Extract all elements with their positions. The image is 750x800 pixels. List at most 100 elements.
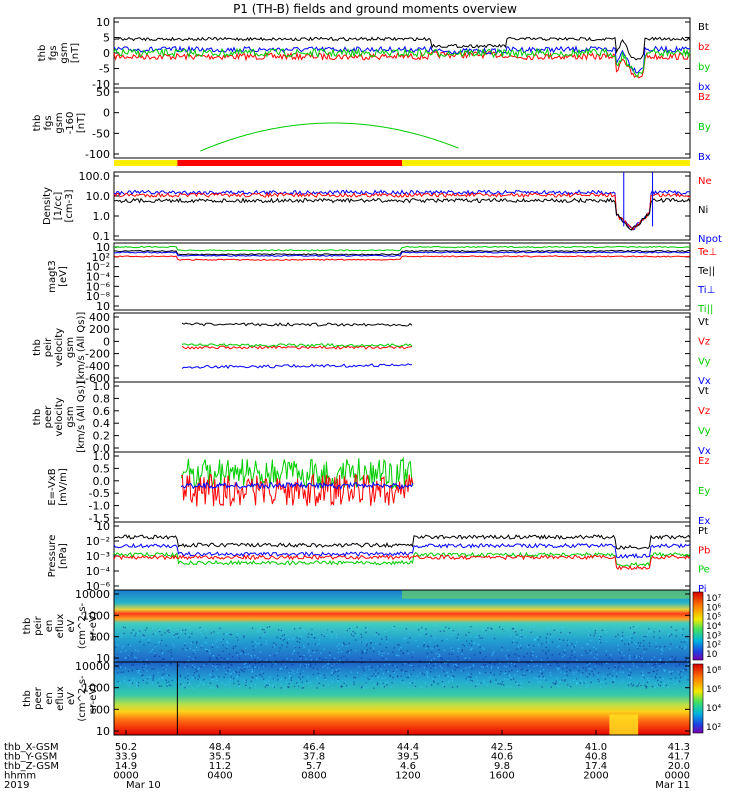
legend-Vx: Vx <box>698 376 711 387</box>
spectrogram-speck <box>569 632 571 634</box>
spectrogram-speck <box>244 666 246 668</box>
spectrogram-speck <box>308 651 310 654</box>
spectrogram-speck <box>651 685 654 688</box>
spectrogram-speck <box>653 636 655 638</box>
legend-Vz: Vz <box>698 406 710 417</box>
spectrogram-speck <box>155 632 157 634</box>
spectrogram-speck <box>574 656 576 658</box>
spectrogram-speck <box>225 683 227 685</box>
spectrogram-speck <box>441 640 443 642</box>
spectrogram-speck <box>557 646 559 648</box>
legend-Ne: Ne <box>698 176 712 187</box>
spectrogram-speck <box>594 668 596 670</box>
spectrogram-speck <box>352 681 355 683</box>
spectrogram-speck <box>271 685 273 687</box>
spectrogram-speck <box>582 682 584 684</box>
spectrogram-speck <box>492 653 494 655</box>
spectrogram-speck <box>635 643 637 645</box>
spectrogram-speck <box>461 653 463 655</box>
spectrogram-speck <box>334 657 336 659</box>
spectrogram-speck <box>490 676 492 678</box>
spectrogram-speck <box>179 683 182 685</box>
spectrogram-speck <box>450 647 452 649</box>
y-axis-label: peir <box>33 615 44 635</box>
spectrogram-speck <box>368 668 370 671</box>
spectrogram-speck <box>533 626 535 628</box>
spectrogram-speck <box>431 647 433 650</box>
spectrogram-speck <box>310 633 312 636</box>
spectrogram-speck <box>426 652 429 655</box>
spectrogram-speck <box>574 651 576 653</box>
spectrogram-speck <box>295 682 298 684</box>
spectrogram-speck <box>494 663 496 665</box>
spectrogram-speck <box>423 643 425 646</box>
spectrogram-speck <box>175 681 178 683</box>
y-tick-label: 10² <box>92 251 110 264</box>
spectrogram-speck <box>685 646 687 648</box>
spectrogram-speck <box>337 680 340 683</box>
spectrogram-speck <box>556 667 558 669</box>
spectrogram-speck <box>501 646 503 649</box>
spectrogram-speck <box>655 646 657 648</box>
spectrogram-speck <box>152 627 154 629</box>
spectrogram-speck <box>401 669 403 671</box>
spectrogram-speck <box>640 672 643 674</box>
spectrogram-speck <box>595 662 598 664</box>
spectrogram-speck <box>501 683 503 686</box>
spectrogram-speck <box>649 645 651 647</box>
spectrogram-speck <box>211 646 213 648</box>
spectrogram-speck <box>638 682 640 684</box>
spectrogram-speck <box>563 672 566 675</box>
spectrogram-speck <box>139 673 141 675</box>
spectrogram-speck <box>559 640 561 642</box>
spectrogram-speck <box>346 645 348 648</box>
spectrogram-speck <box>367 677 369 680</box>
y-tick-label: 100 <box>89 703 110 716</box>
y-tick-label: 10⁻⁸ <box>86 290 111 303</box>
spectrogram-speck <box>378 653 380 655</box>
spectrogram-speck <box>407 676 410 678</box>
y-tick-label: 1.0 <box>93 380 111 393</box>
spectrogram-speck <box>649 677 652 679</box>
spectrogram-speck <box>350 627 352 629</box>
spectrogram-speck <box>338 671 340 673</box>
spectrogram-speck <box>567 662 569 664</box>
y-tick-label: -5 <box>99 63 110 76</box>
spectrogram-speck <box>617 634 619 636</box>
spectrogram-speck <box>446 638 448 640</box>
spectrogram-speck <box>396 666 398 668</box>
spectrogram-speck <box>508 674 511 676</box>
spectrogram-speck <box>675 665 677 667</box>
spectrogram-speck <box>456 686 458 688</box>
orbit-bar <box>402 160 690 166</box>
spectrogram-speck <box>260 674 262 676</box>
spectrogram-speck <box>408 662 410 664</box>
spectrogram-speck <box>268 680 270 682</box>
spectrogram-speck <box>602 676 604 678</box>
spectrogram-speck <box>145 665 147 667</box>
spectrogram-speck <box>628 643 630 645</box>
spectrogram-speck <box>331 672 333 674</box>
spectrogram-speck <box>538 639 540 641</box>
y-tick-label: 400 <box>89 311 110 324</box>
spectrogram-speck <box>316 643 319 646</box>
spectrogram-speck <box>251 656 253 658</box>
spectrogram-speck <box>659 685 662 687</box>
spectrogram-speck <box>589 634 592 636</box>
spectrogram-speck <box>674 656 677 659</box>
spectrogram-speck <box>220 657 223 659</box>
spectrogram-speck <box>575 682 578 684</box>
spectrogram-speck <box>490 667 493 669</box>
legend-Vy: Vy <box>698 426 711 437</box>
x-tick-label: 1600 <box>489 771 514 782</box>
spectrogram-speck <box>142 679 144 682</box>
spectrogram-speck <box>510 685 512 688</box>
spectrogram-speck <box>251 676 253 678</box>
spectrogram-speck <box>385 636 387 638</box>
spectrogram-speck <box>571 643 573 645</box>
spectrogram-speck <box>682 669 684 672</box>
spectrogram-speck <box>381 654 383 657</box>
spectrogram-speck <box>392 677 394 679</box>
spectrogram-speck <box>199 627 201 629</box>
